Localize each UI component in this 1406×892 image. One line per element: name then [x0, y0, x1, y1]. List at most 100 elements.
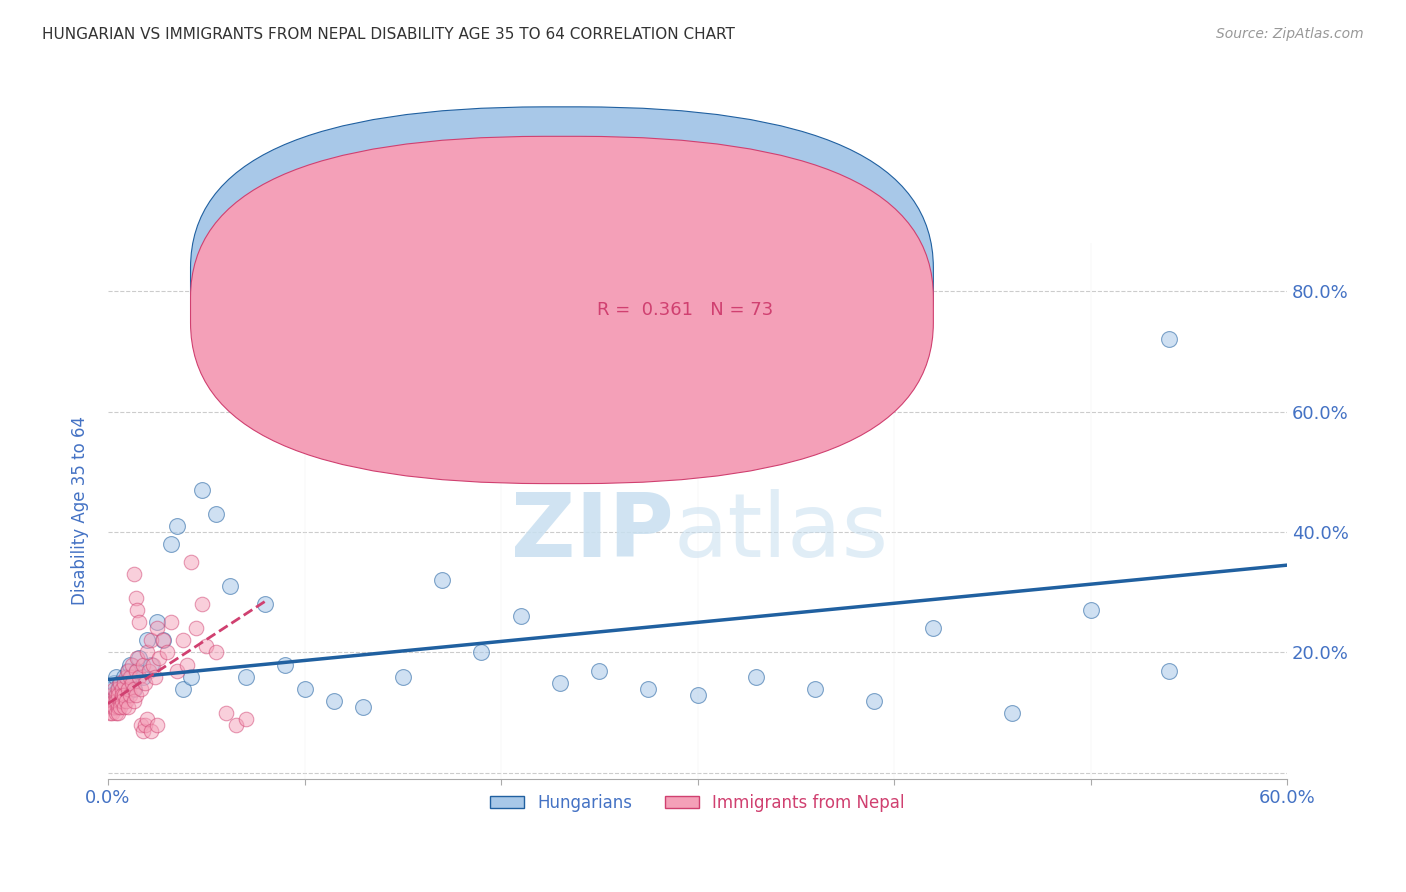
Point — [108, 675, 131, 690]
Point — [121, 675, 143, 690]
Point — [152, 633, 174, 648]
Text: HUNGARIAN VS IMMIGRANTS FROM NEPAL DISABILITY AGE 35 TO 64 CORRELATION CHART: HUNGARIAN VS IMMIGRANTS FROM NEPAL DISAB… — [42, 27, 735, 42]
Point — [118, 688, 141, 702]
Point — [132, 723, 155, 738]
Point — [141, 633, 163, 648]
Point — [142, 657, 165, 672]
Point — [124, 688, 146, 702]
Point — [548, 675, 571, 690]
Point — [104, 669, 127, 683]
Point — [101, 706, 124, 720]
Point — [166, 519, 188, 533]
Point — [114, 669, 136, 683]
Point — [235, 669, 257, 683]
Point — [136, 712, 159, 726]
Point — [146, 717, 169, 731]
Point — [745, 669, 768, 683]
Point — [117, 664, 139, 678]
Point — [686, 688, 709, 702]
Point — [143, 669, 166, 683]
Point — [637, 681, 659, 696]
Point — [103, 693, 125, 707]
Point — [160, 615, 183, 630]
Point — [107, 681, 129, 696]
Point — [148, 651, 170, 665]
Point — [254, 597, 277, 611]
Point — [121, 657, 143, 672]
Point — [112, 699, 135, 714]
Point — [122, 567, 145, 582]
Point — [114, 688, 136, 702]
Point — [104, 688, 127, 702]
Point — [107, 693, 129, 707]
Text: atlas: atlas — [673, 489, 889, 576]
Point — [98, 693, 121, 707]
Point — [98, 706, 121, 720]
Point — [111, 681, 134, 696]
Point — [122, 681, 145, 696]
Point — [107, 681, 129, 696]
Point — [863, 693, 886, 707]
Point — [152, 633, 174, 648]
Point — [430, 573, 453, 587]
Point — [104, 688, 127, 702]
Point — [103, 675, 125, 690]
Point — [1159, 664, 1181, 678]
Point — [922, 621, 945, 635]
Point — [103, 699, 125, 714]
Text: R =  0.361   N = 73: R = 0.361 N = 73 — [598, 301, 773, 319]
Point — [108, 675, 131, 690]
Point — [176, 657, 198, 672]
Point — [146, 615, 169, 630]
Point — [117, 664, 139, 678]
FancyBboxPatch shape — [191, 136, 934, 483]
Point — [131, 681, 153, 696]
Point — [103, 681, 125, 696]
Point — [141, 657, 163, 672]
Point — [101, 688, 124, 702]
Point — [124, 664, 146, 678]
FancyBboxPatch shape — [191, 107, 934, 454]
Text: R =  0.330   N = 55: R = 0.330 N = 55 — [598, 271, 773, 290]
Point — [136, 633, 159, 648]
Point — [127, 651, 149, 665]
Point — [103, 699, 125, 714]
Point — [127, 664, 149, 678]
Point — [215, 706, 238, 720]
Point — [101, 699, 124, 714]
Point — [108, 688, 131, 702]
Point — [804, 681, 827, 696]
Point — [138, 664, 160, 678]
Text: ZIP: ZIP — [512, 489, 673, 576]
Point — [107, 688, 129, 702]
Point — [111, 681, 134, 696]
Point — [191, 483, 214, 497]
Point — [128, 669, 150, 683]
Point — [294, 681, 316, 696]
Legend: Hungarians, Immigrants from Nepal: Hungarians, Immigrants from Nepal — [484, 788, 911, 819]
Text: Source: ZipAtlas.com: Source: ZipAtlas.com — [1216, 27, 1364, 41]
Point — [470, 645, 492, 659]
Point — [121, 669, 143, 683]
Point — [160, 537, 183, 551]
Point — [114, 693, 136, 707]
Point — [172, 681, 194, 696]
Point — [122, 681, 145, 696]
Point — [118, 657, 141, 672]
Point — [107, 699, 129, 714]
Point — [112, 675, 135, 690]
Point — [509, 609, 531, 624]
Point — [134, 675, 156, 690]
Point — [108, 699, 131, 714]
Point — [104, 706, 127, 720]
Point — [205, 645, 228, 659]
Point — [588, 664, 610, 678]
Point — [134, 717, 156, 731]
Point — [180, 555, 202, 569]
Point — [1080, 603, 1102, 617]
Point — [146, 621, 169, 635]
Point — [101, 693, 124, 707]
Point — [235, 712, 257, 726]
Point — [225, 717, 247, 731]
Point — [98, 688, 121, 702]
